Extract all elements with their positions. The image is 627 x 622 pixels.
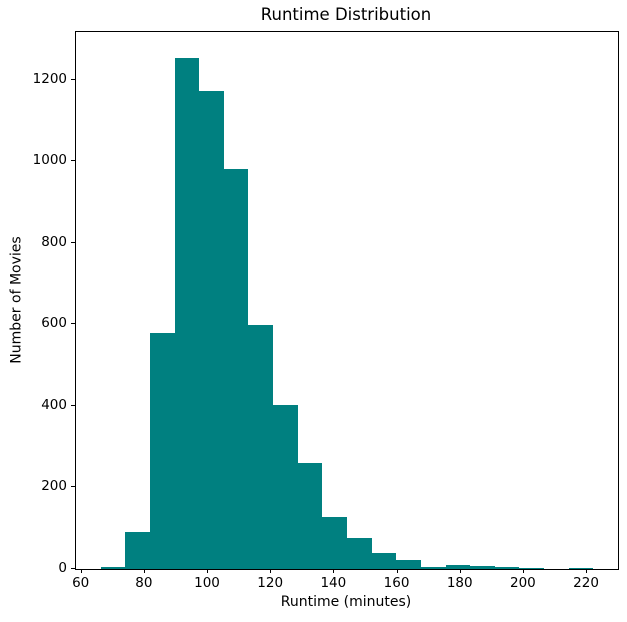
histogram-bar	[470, 566, 495, 569]
histogram-bar	[446, 565, 470, 569]
x-tick-mark	[586, 569, 588, 573]
y-tick-mark	[71, 568, 75, 569]
histogram-bar	[273, 405, 298, 569]
x-tick-label: 180	[446, 575, 473, 591]
histogram-bar	[322, 517, 347, 569]
y-axis-label: Number of Movies	[9, 235, 25, 364]
x-tick-mark	[459, 569, 461, 573]
x-tick-label: 80	[135, 575, 153, 591]
plot-area	[75, 31, 619, 570]
x-tick-label: 160	[383, 575, 410, 591]
x-tick-label: 140	[320, 575, 347, 591]
x-tick-label: 120	[257, 575, 284, 591]
histogram-bar	[248, 325, 273, 569]
y-tick-label: 600	[41, 315, 67, 332]
y-tick-label: 1000	[32, 152, 67, 169]
chart-title: Runtime Distribution	[260, 5, 432, 24]
histogram-bar	[347, 538, 372, 569]
x-tick-mark	[80, 569, 82, 573]
y-tick-label: 800	[41, 233, 67, 250]
x-axis-label: Runtime (minutes)	[280, 594, 412, 610]
x-tick-mark	[270, 569, 272, 573]
histogram-bar	[569, 568, 593, 569]
y-tick-mark	[71, 78, 75, 80]
x-tick-label: 220	[573, 575, 599, 591]
y-tick-mark	[71, 241, 75, 243]
y-tick-label: 200	[41, 478, 67, 495]
histogram-bar	[421, 567, 446, 569]
histogram-bar	[519, 568, 544, 569]
histogram-bar	[298, 463, 322, 569]
y-tick-mark	[71, 486, 75, 488]
y-tick-mark	[71, 404, 75, 406]
histogram-bar	[396, 560, 421, 569]
x-tick-mark	[207, 569, 209, 573]
y-tick-mark	[71, 160, 75, 162]
y-tick-label: 0	[58, 560, 67, 576]
histogram-bar	[150, 333, 175, 569]
histogram-bar	[495, 567, 519, 569]
y-tick-label: 400	[41, 396, 67, 413]
y-axis-label-wrap: Number of Movies	[0, 31, 34, 568]
y-tick-label: 1200	[32, 70, 67, 87]
x-tick-label: 200	[509, 575, 536, 591]
x-tick-mark	[143, 569, 145, 573]
histogram-bar	[175, 58, 199, 569]
x-tick-mark	[333, 569, 335, 573]
x-tick-label: 60	[72, 575, 90, 591]
x-tick-mark	[396, 569, 398, 573]
histogram-bar	[372, 553, 396, 569]
histogram-bar	[101, 567, 125, 569]
histogram-bar	[125, 532, 150, 569]
histogram-bar	[224, 169, 248, 569]
histogram-bar	[199, 91, 224, 569]
x-tick-mark	[522, 569, 524, 573]
x-tick-label: 100	[194, 575, 220, 591]
y-tick-mark	[71, 323, 75, 325]
